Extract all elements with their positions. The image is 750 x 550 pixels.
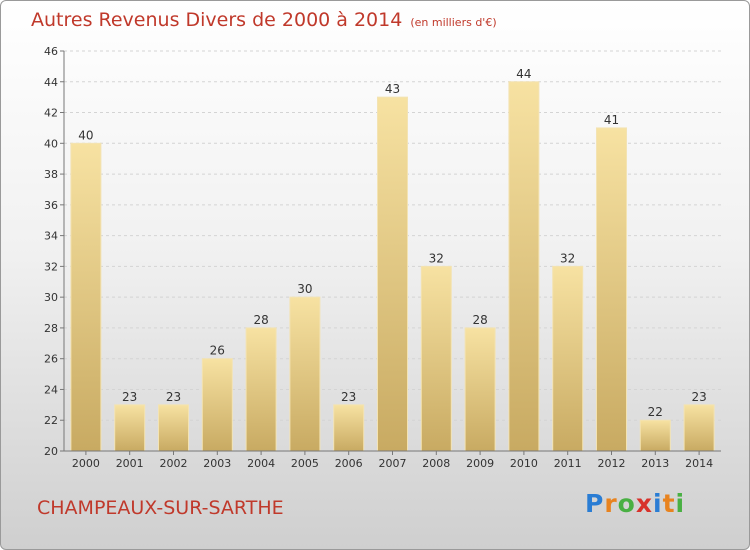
bar-value-label: 43 — [385, 82, 400, 96]
bar — [552, 265, 584, 452]
chart-title-text: Autres Revenus Divers de 2000 à 2014 — [31, 9, 403, 31]
bar — [508, 81, 540, 452]
x-tick-label: 2014 — [685, 457, 713, 470]
bar-value-label: 28 — [472, 313, 487, 327]
bar-value-label: 32 — [560, 251, 575, 265]
bar — [70, 142, 102, 452]
bar-value-label: 23 — [341, 390, 356, 404]
y-tick-label: 30 — [44, 291, 58, 304]
logo-letter: P — [585, 489, 605, 518]
bar-value-label: 41 — [604, 113, 619, 127]
logo-letter: x — [635, 489, 653, 518]
y-tick-label: 24 — [44, 383, 58, 396]
y-tick-label: 40 — [44, 137, 58, 150]
bar — [289, 296, 321, 452]
logo-letter: o — [617, 489, 636, 518]
y-tick-label: 38 — [44, 168, 58, 181]
x-tick-label: 2011 — [554, 457, 582, 470]
bar — [420, 265, 452, 452]
y-tick-label: 26 — [44, 353, 58, 366]
chart-subtitle: (en milliers d'€) — [410, 16, 497, 29]
logo-letter: t — [662, 489, 676, 518]
y-axis: 20 22 24 26 28 30 32 34 36 38 40 42 44 46 — [44, 45, 65, 458]
y-tick-label: 22 — [44, 414, 58, 427]
bar-value-label: 32 — [429, 251, 444, 265]
bar — [114, 404, 146, 452]
x-tick-label: 2006 — [335, 457, 363, 470]
bar — [639, 419, 671, 452]
bar — [245, 327, 277, 452]
bar — [201, 358, 233, 452]
x-tick-label: 2000 — [72, 457, 100, 470]
y-tick-label: 34 — [44, 230, 58, 243]
x-tick-label: 2007 — [379, 457, 407, 470]
x-tick-label: 2004 — [247, 457, 275, 470]
y-tick-label: 44 — [44, 76, 58, 89]
x-tick-label: 2001 — [116, 457, 144, 470]
bars: 40 23 23 26 28 30 23 43 32 28 44 32 41 22 23 — [70, 67, 715, 452]
chart-title: Autres Revenus Divers de 2000 à 2014 (en … — [31, 9, 497, 31]
y-tick-label: 28 — [44, 322, 58, 335]
bar-value-label: 30 — [297, 282, 312, 296]
x-tick-label: 2005 — [291, 457, 319, 470]
bar — [464, 327, 496, 452]
logo-letter: i — [675, 489, 686, 518]
x-tick-label: 2003 — [203, 457, 231, 470]
proxiti-logo: Proxiti — [585, 489, 685, 518]
x-axis: 2000 2001 2002 2003 2004 2005 2006 2007 2008 2009… — [64, 450, 721, 470]
bar-value-label: 23 — [166, 390, 181, 404]
bar-value-label: 40 — [78, 128, 93, 142]
bar-value-label: 23 — [691, 390, 706, 404]
y-tick-label: 46 — [44, 45, 58, 58]
bar — [596, 127, 627, 452]
y-tick-label: 42 — [44, 107, 58, 120]
x-tick-label: 2009 — [466, 457, 494, 470]
x-tick-label: 2010 — [510, 457, 538, 470]
bar-value-label: 23 — [122, 390, 137, 404]
bar — [333, 404, 365, 452]
logo-letter: r — [604, 489, 618, 518]
bar-value-label: 44 — [516, 67, 531, 81]
bar — [377, 96, 408, 452]
x-tick-label: 2012 — [598, 457, 626, 470]
y-tick-label: 20 — [44, 445, 58, 458]
logo-letter: i — [653, 489, 663, 518]
place-name: CHAMPEAUX-SUR-SARTHE — [37, 497, 284, 519]
y-tick-label: 36 — [44, 199, 58, 212]
y-tick-label: 32 — [44, 260, 58, 273]
bar-value-label: 22 — [648, 405, 663, 419]
bar — [158, 404, 189, 452]
bar-value-label: 26 — [210, 344, 225, 358]
bar — [683, 404, 715, 452]
x-tick-label: 2002 — [160, 457, 188, 470]
bar-value-label: 28 — [253, 313, 268, 327]
x-tick-label: 2013 — [641, 457, 669, 470]
x-tick-label: 2008 — [422, 457, 450, 470]
